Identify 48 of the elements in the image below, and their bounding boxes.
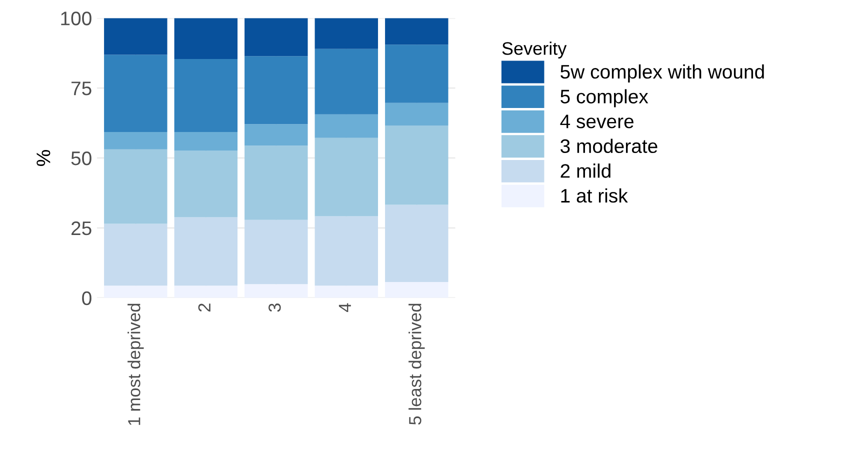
bar bbox=[385, 18, 448, 45]
x-tick-label: 3 bbox=[268, 304, 281, 312]
x-tick-label: 1 most deprived bbox=[128, 304, 144, 425]
bar bbox=[104, 149, 168, 224]
bar bbox=[385, 282, 448, 298]
legend-title: Severity bbox=[502, 42, 567, 58]
bar bbox=[174, 132, 238, 151]
legend-label: 5 complex bbox=[560, 89, 648, 108]
bar bbox=[314, 286, 378, 298]
bar bbox=[174, 217, 238, 286]
bar bbox=[244, 220, 308, 284]
bar bbox=[104, 224, 168, 286]
bar bbox=[104, 18, 168, 55]
bar bbox=[314, 48, 378, 114]
y-tick-label: 75 bbox=[72, 82, 92, 96]
bar bbox=[174, 18, 238, 59]
bar bbox=[244, 124, 308, 146]
bar bbox=[174, 58, 238, 132]
legend-label: 5w complex with wound bbox=[560, 64, 764, 83]
bar bbox=[174, 150, 238, 218]
legend-label: 2 mild bbox=[560, 164, 610, 178]
y-tick-label: 0 bbox=[82, 291, 92, 306]
bar bbox=[314, 216, 378, 286]
bar bbox=[385, 204, 448, 282]
bar bbox=[314, 138, 378, 216]
bar bbox=[385, 44, 448, 103]
bar bbox=[244, 284, 308, 298]
legend-label: 4 severe bbox=[560, 114, 634, 128]
bar bbox=[174, 286, 238, 298]
bar bbox=[104, 54, 168, 132]
bar bbox=[385, 102, 448, 126]
y-tick-label: 25 bbox=[72, 221, 92, 236]
bar bbox=[385, 126, 448, 205]
legend-label: 3 moderate bbox=[560, 138, 658, 154]
bar bbox=[314, 114, 378, 138]
y-tick-label: 50 bbox=[71, 151, 92, 166]
bar bbox=[314, 18, 378, 49]
bar bbox=[244, 18, 308, 56]
bar bbox=[244, 56, 308, 124]
y-axis-title: % bbox=[36, 150, 50, 166]
legend-label: 1 at risk bbox=[561, 188, 628, 203]
bar bbox=[104, 132, 168, 150]
y-tick-label: 100 bbox=[61, 12, 92, 26]
x-tick-label: 5 least deprived bbox=[408, 304, 425, 425]
x-tick-label: 2 bbox=[198, 304, 210, 312]
x-tick-label: 4 bbox=[338, 303, 351, 312]
bar bbox=[244, 146, 308, 220]
bar bbox=[104, 286, 168, 298]
